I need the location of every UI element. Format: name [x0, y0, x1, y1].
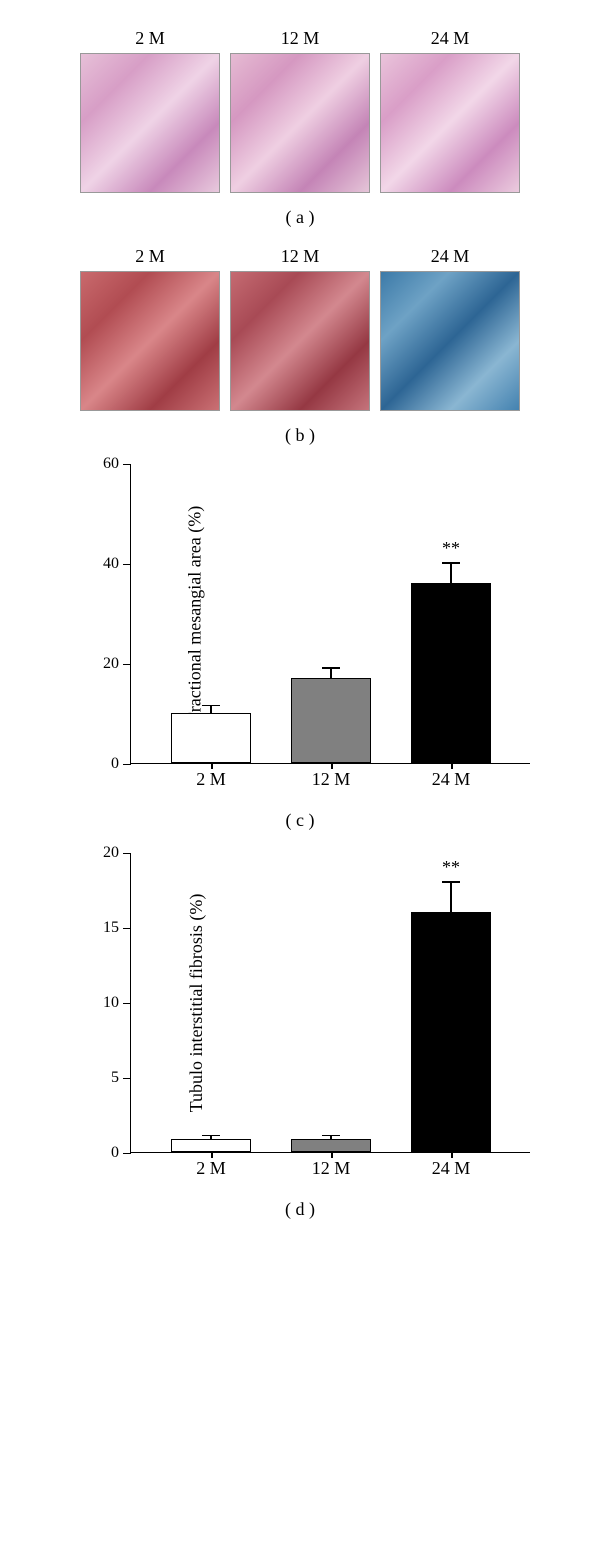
- histology-a-image: [380, 53, 520, 193]
- fibrosis-chart-error-cap: [202, 1135, 220, 1137]
- fibrosis-chart-y-tick: [123, 1078, 131, 1079]
- panel-c-chart: Fractional mesangial area (%)02040602 M1…: [70, 464, 530, 796]
- mesangial-chart-bar: [291, 678, 371, 763]
- histology-b-image: [380, 271, 520, 411]
- fibrosis-chart-y-tick-label: 0: [111, 1144, 119, 1162]
- mesangial-chart-plot-area: Fractional mesangial area (%)02040602 M1…: [130, 464, 530, 764]
- fibrosis-chart-y-tick: [123, 853, 131, 854]
- mesangial-chart-error-cap: [202, 705, 220, 707]
- mesangial-chart-y-tick-label: 40: [103, 555, 119, 573]
- panel-c-letter: ( c ): [40, 810, 560, 831]
- fibrosis-chart-bar: [291, 1139, 371, 1153]
- fibrosis-chart-bar: [171, 1139, 251, 1153]
- histology-b-cell: 12 M: [230, 246, 370, 411]
- fibrosis-chart-y-tick-label: 5: [111, 1069, 119, 1087]
- mesangial-chart-y-tick: [123, 464, 131, 465]
- mesangial-chart-error-cap: [442, 562, 460, 564]
- fibrosis-chart-plot-area: Tubulo interstitial fibrosis (%)05101520…: [130, 853, 530, 1153]
- fibrosis-chart-y-tick: [123, 1153, 131, 1154]
- panel-a-letter: ( a ): [40, 207, 560, 228]
- mesangial-chart-y-tick: [123, 664, 131, 665]
- histology-a-cell: 12 M: [230, 28, 370, 193]
- mesangial-chart-bar: [171, 713, 251, 763]
- fibrosis-chart-x-tick-label: 24 M: [432, 1158, 471, 1179]
- mesangial-chart-y-axis-label: Fractional mesangial area (%): [185, 505, 206, 721]
- fibrosis-chart-y-axis-label: Tubulo interstitial fibrosis (%): [186, 893, 207, 1112]
- histology-b-label: 2 M: [135, 246, 165, 267]
- fibrosis-chart-y-tick-label: 15: [103, 919, 119, 937]
- histology-a-label: 12 M: [281, 28, 320, 49]
- fibrosis-chart-x-tick-label: 2 M: [196, 1158, 226, 1179]
- fibrosis-chart-x-tick-label: 12 M: [312, 1158, 351, 1179]
- histology-a-cell: 24 M: [380, 28, 520, 193]
- histology-b-image: [230, 271, 370, 411]
- mesangial-chart-x-tick-label: 12 M: [312, 769, 351, 790]
- panel-b-row: 2 M 12 M 24 M: [40, 246, 560, 411]
- mesangial-chart-error-stem: [330, 668, 332, 678]
- panel-b-letter: ( b ): [40, 425, 560, 446]
- mesangial-chart-bar: [411, 583, 491, 763]
- histology-a-image: [230, 53, 370, 193]
- panel-d-chart: Tubulo interstitial fibrosis (%)05101520…: [70, 853, 530, 1185]
- histology-b-label: 12 M: [281, 246, 320, 267]
- histology-b-label: 24 M: [431, 246, 470, 267]
- figure-container: 2 M 12 M 24 M ( a ) 2 M 12 M 24 M ( b ) Frac…: [0, 0, 600, 1244]
- histology-a-label: 2 M: [135, 28, 165, 49]
- mesangial-chart-y-tick: [123, 564, 131, 565]
- histology-b-cell: 24 M: [380, 246, 520, 411]
- mesangial-chart-x-tick-label: 24 M: [432, 769, 471, 790]
- mesangial-chart-y-tick-label: 60: [103, 455, 119, 473]
- histology-a-image: [80, 53, 220, 193]
- histology-a-cell: 2 M: [80, 28, 220, 193]
- mesangial-chart-error-stem: [450, 563, 452, 583]
- fibrosis-chart-y-tick-label: 20: [103, 844, 119, 862]
- panel-d-letter: ( d ): [40, 1199, 560, 1220]
- mesangial-chart-error-stem: [210, 706, 212, 714]
- mesangial-chart-y-tick-label: 0: [111, 755, 119, 773]
- mesangial-chart-y-tick: [123, 764, 131, 765]
- fibrosis-chart-bar: [411, 912, 491, 1152]
- mesangial-chart-x-tick-label: 2 M: [196, 769, 226, 790]
- fibrosis-chart-significance-marker: **: [442, 857, 460, 878]
- histology-b-image: [80, 271, 220, 411]
- mesangial-chart-y-tick-label: 20: [103, 655, 119, 673]
- fibrosis-chart-error-stem: [450, 882, 452, 912]
- fibrosis-chart-error-cap: [442, 881, 460, 883]
- fibrosis-chart-y-tick: [123, 928, 131, 929]
- mesangial-chart-error-cap: [322, 667, 340, 669]
- histology-a-label: 24 M: [431, 28, 470, 49]
- panel-a-row: 2 M 12 M 24 M: [40, 28, 560, 193]
- fibrosis-chart-error-cap: [322, 1135, 340, 1137]
- fibrosis-chart-y-tick: [123, 1003, 131, 1004]
- histology-b-cell: 2 M: [80, 246, 220, 411]
- mesangial-chart-significance-marker: **: [442, 538, 460, 559]
- fibrosis-chart-y-tick-label: 10: [103, 994, 119, 1012]
